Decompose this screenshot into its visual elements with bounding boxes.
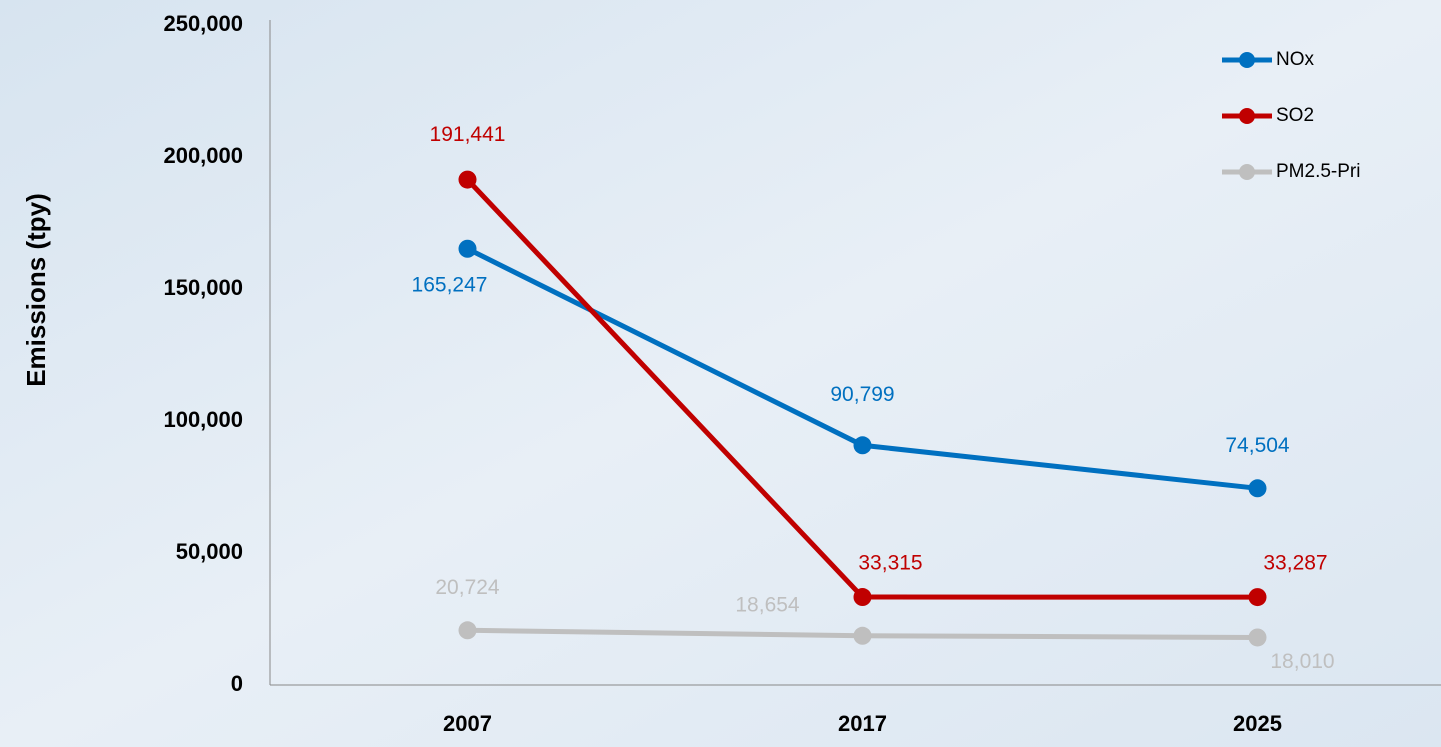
legend-marker (1239, 52, 1255, 68)
legend-label: PM2.5-Pri (1276, 161, 1360, 182)
data-label: 18,654 (735, 593, 800, 616)
data-label: 18,010 (1270, 650, 1334, 673)
data-label: 33,315 (858, 552, 922, 575)
legend-label: NOx (1276, 49, 1315, 70)
marker (458, 170, 477, 189)
x-tick-label: 2017 (838, 711, 887, 736)
data-label: 191,441 (430, 123, 506, 146)
x-tick-label: 2007 (443, 711, 492, 736)
data-label: 74,504 (1225, 434, 1290, 457)
x-tick-label: 2025 (1233, 711, 1282, 736)
marker (1248, 479, 1267, 498)
marker (853, 436, 872, 455)
marker (458, 239, 477, 258)
y-tick-label: 50,000 (176, 539, 243, 564)
data-label: 33,287 (1263, 552, 1327, 575)
data-label: 165,247 (412, 273, 488, 296)
data-label: 20,724 (435, 576, 500, 599)
data-label: 90,799 (830, 383, 894, 406)
legend-marker (1239, 108, 1255, 124)
y-tick-label: 100,000 (163, 407, 243, 432)
y-tick-label: 150,000 (163, 275, 243, 300)
marker (853, 588, 872, 607)
legend-marker (1239, 164, 1255, 180)
y-tick-label: 250,000 (163, 11, 243, 36)
marker (458, 621, 477, 640)
marker (1248, 588, 1267, 607)
marker (1248, 628, 1267, 647)
legend-label: SO2 (1276, 105, 1314, 126)
y-axis-title: Emissions (tpy) (21, 193, 51, 387)
y-tick-label: 0 (231, 671, 243, 696)
marker (853, 626, 872, 645)
y-tick-label: 200,000 (163, 143, 243, 168)
